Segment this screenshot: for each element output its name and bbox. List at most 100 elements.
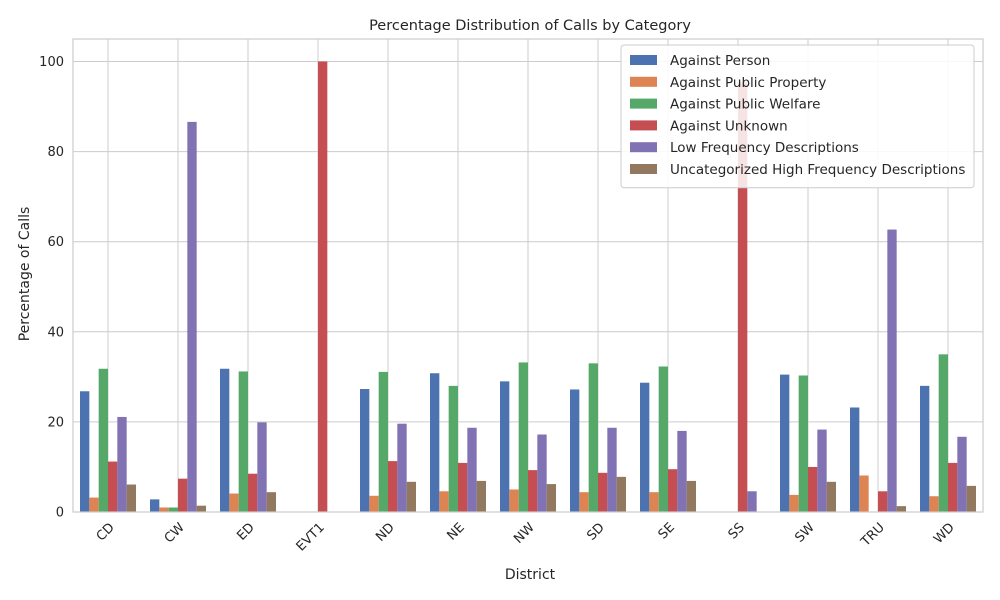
bar (826, 481, 836, 512)
y-tick-label: 80 (47, 145, 64, 160)
legend-swatch (630, 164, 657, 174)
x-tick-labels: CD CW ED EVT1 ND NE NW SD SE SS SW TRU WD (94, 520, 958, 554)
x-tick-label: NW (511, 520, 538, 547)
bar (598, 472, 608, 512)
bar (388, 461, 398, 512)
bar (747, 491, 757, 512)
bar (108, 461, 118, 512)
bar (406, 481, 416, 512)
bars (80, 61, 976, 513)
y-tick-labels: 0 20 40 60 80 100 (39, 55, 64, 520)
legend-swatch (630, 55, 657, 65)
bar (546, 484, 556, 512)
bar (780, 374, 790, 512)
bar (187, 121, 197, 512)
x-tick-label: SD (584, 520, 608, 544)
bar (579, 492, 589, 512)
bar (318, 61, 328, 513)
bar (957, 436, 967, 512)
legend: Against Person Against Public Property Aga… (620, 44, 975, 189)
bar (509, 489, 519, 512)
x-tick-label: ND (373, 520, 398, 545)
legend-label: Low Frequency Descriptions (670, 140, 859, 156)
y-tick-label: 100 (39, 55, 64, 70)
bar (738, 82, 748, 512)
x-tick-label: CD (94, 520, 118, 544)
bar (458, 462, 468, 512)
bar (929, 496, 939, 512)
legend-swatch (630, 120, 657, 131)
bar (537, 434, 547, 512)
bar (686, 480, 696, 512)
legend-box (620, 44, 975, 189)
plot-frame (72, 38, 984, 513)
bar (126, 484, 136, 512)
bar (430, 373, 440, 512)
bar (887, 229, 897, 512)
bar (668, 469, 678, 512)
bar (98, 368, 108, 512)
legend-label: Against Public Property (670, 75, 826, 91)
legend-label: Uncategorized High Frequency Description… (670, 162, 965, 178)
bar (150, 499, 160, 512)
x-tick-label: EVT1 (294, 520, 328, 554)
x-axis-title: District (505, 567, 556, 583)
bar (257, 422, 267, 512)
bar (448, 385, 458, 512)
x-tick-label: ED (234, 520, 258, 544)
bar (248, 473, 258, 512)
bar (500, 381, 510, 512)
bar (938, 354, 948, 512)
bar (808, 466, 818, 512)
bar (649, 492, 659, 512)
bar (229, 493, 239, 512)
bar (360, 389, 370, 512)
y-tick-label: 40 (47, 325, 64, 340)
bar (677, 430, 687, 512)
bar (369, 495, 379, 512)
bar (878, 491, 888, 512)
bar (476, 480, 486, 512)
legend-label: Against Unknown (670, 118, 788, 134)
bar (817, 429, 827, 512)
bar (378, 371, 388, 512)
y-axis-title: Percentage of Calls (17, 207, 33, 342)
bar (859, 475, 869, 512)
bar (966, 485, 976, 512)
bar (467, 427, 477, 512)
legend-label: Against Public Welfare (670, 97, 820, 113)
axes (72, 38, 984, 513)
bar (159, 507, 169, 512)
x-tick-label: SS (726, 520, 748, 542)
bar (616, 476, 626, 512)
legend-swatch (630, 142, 657, 153)
bar (570, 389, 580, 512)
x-tick-label: SW (792, 520, 818, 546)
bar (89, 497, 99, 512)
x-tick-label: NE (445, 520, 468, 543)
bar (168, 507, 178, 512)
bar (658, 366, 668, 512)
bar (896, 506, 906, 512)
y-tick-label: 60 (47, 235, 64, 250)
bar (80, 391, 90, 512)
bar (640, 382, 650, 512)
legend-swatch (630, 76, 657, 87)
x-tick-label: SE (656, 520, 678, 542)
bar (528, 470, 538, 512)
bar (588, 363, 598, 512)
bar (397, 423, 407, 512)
y-tick-label: 20 (47, 415, 64, 430)
bar (607, 427, 617, 512)
y-tick-label: 0 (56, 506, 64, 521)
bar (220, 368, 230, 512)
bar (798, 375, 808, 512)
bar (850, 407, 860, 512)
bar (789, 494, 799, 512)
bar (117, 416, 127, 512)
x-tick-label: TRU (858, 520, 888, 550)
bar (238, 371, 248, 512)
bar (518, 362, 528, 512)
bar (178, 478, 188, 512)
